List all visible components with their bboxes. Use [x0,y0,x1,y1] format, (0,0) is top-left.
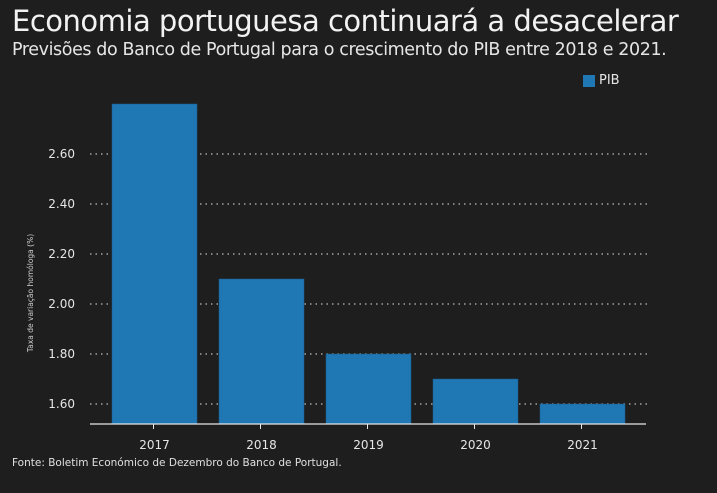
y-axis-ticks: 1.60 1.80 2.00 2.20 2.40 2.60 [48,147,75,411]
y-axis-label: Taxa de variação homóloga (%) [26,234,35,353]
x-tick-label: 2020 [460,438,491,452]
bar-2019 [325,353,412,425]
legend-label-pib: PIB [599,73,620,88]
bar-2021 [539,403,626,425]
y-tick-label: 1.80 [48,347,75,361]
source-note: Fonte: Boletim Económico de Dezembro do … [12,457,342,469]
x-tick-label: 2018 [246,438,277,452]
y-tick-label: 2.40 [48,197,75,211]
x-tick-label: 2021 [567,438,598,452]
legend-swatch-pib [583,74,595,87]
x-axis-ticks: 2017 2018 2019 2020 2021 [139,424,598,452]
bar-2020 [432,378,519,425]
x-tick-label: 2017 [139,438,170,452]
chart-title: Economia portuguesa continuará a desacel… [12,4,679,38]
bars [111,103,626,425]
x-tick-label: 2019 [353,438,384,452]
chart-subtitle: Previsões do Banco de Portugal para o cr… [12,40,667,60]
y-tick-label: 2.20 [48,247,75,261]
bar-2017 [111,103,198,425]
bar-2018 [218,278,305,425]
y-tick-label: 1.60 [48,397,75,411]
y-tick-label: 2.00 [48,297,75,311]
y-tick-label: 2.60 [48,147,75,161]
legend: PIB [583,73,620,88]
